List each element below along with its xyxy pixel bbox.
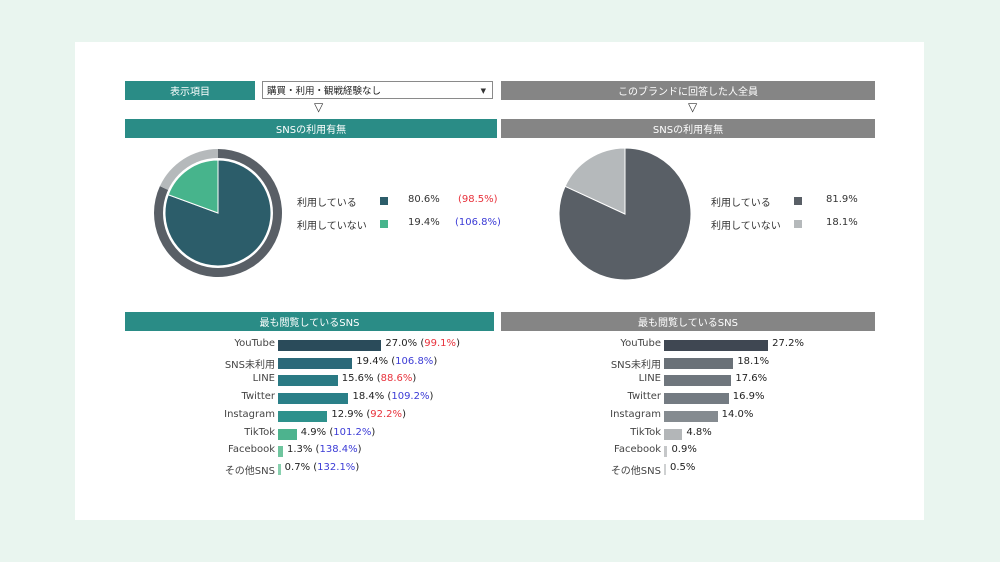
bar — [664, 375, 732, 387]
bar-label: YouTube — [234, 338, 275, 349]
select-value: 購買・利用・観戦経験なし — [267, 86, 382, 97]
legend-value: 18.1% — [826, 217, 858, 228]
bar-label: YouTube — [620, 338, 661, 349]
bar-value-label: 1.3% (138.4%) — [286, 444, 362, 456]
left-pie-chart — [154, 149, 282, 277]
legend-swatch — [380, 220, 388, 228]
bar-value-label: 27.2% — [772, 338, 804, 349]
bar — [664, 410, 718, 422]
bar-label: TikTok — [244, 426, 275, 438]
bar — [278, 340, 382, 351]
bar-value-label: 15.6% (88.6%) — [341, 373, 417, 385]
bar — [664, 393, 729, 405]
legend-value: 80.6% — [408, 194, 440, 205]
bar-value-label: 0.9% — [671, 444, 697, 456]
bar-value-label: 4.8% — [686, 426, 712, 438]
compare-label: このブランドに回答した人全員 — [501, 81, 875, 100]
bar-label: Twitter — [241, 391, 275, 403]
bar-value-label: 18.4% (109.2%) — [352, 391, 434, 403]
bar-label: Twitter — [627, 391, 661, 403]
left-bar-title: 最も閲覧しているSNS — [125, 312, 494, 331]
pie-slice-1 — [167, 159, 219, 214]
bar-value-label: 17.6% — [735, 373, 768, 385]
bar — [664, 428, 683, 440]
bar — [278, 393, 349, 405]
bar — [278, 446, 283, 458]
dashboard-panel: 表示項目 購買・利用・観戦経験なし ▼ このブランドに回答した人全員 ▽ ▽ S… — [75, 42, 924, 520]
bar-value-label: 4.9% (101.2%) — [300, 426, 376, 438]
bar-label: Facebook — [614, 444, 661, 456]
bar-label: その他SNS — [224, 465, 275, 477]
bar-value-label: 18.1% — [737, 355, 770, 367]
bar-label: TikTok — [630, 426, 661, 438]
right-bar-chart: YouTube 27.2% SNS未利用 18.1% LINE 17.6% Twitter 1… — [551, 338, 881, 488]
bar — [278, 428, 297, 440]
legend-index: (98.5%) — [458, 194, 498, 205]
legend-label: 利用していない — [711, 221, 781, 232]
legend-swatch — [380, 197, 388, 205]
legend-swatch — [794, 197, 802, 205]
bar — [664, 463, 666, 475]
bar-value-label: 19.4% (106.8%) — [356, 355, 438, 367]
bar-label: Instagram — [224, 408, 275, 420]
bar — [278, 375, 338, 387]
right-bar-title: 最も閲覧しているSNS — [501, 312, 875, 331]
left-pie-title: SNSの利用有無 — [125, 119, 497, 138]
legend-label: 利用している — [297, 198, 357, 209]
bar-value-label: 12.9% (92.2%) — [331, 408, 406, 420]
bar-label: Instagram — [610, 408, 661, 420]
bar-label: Facebook — [228, 444, 275, 456]
bar-label: SNS未利用 — [224, 359, 275, 371]
left-bar-chart: YouTube 27.0% (99.1%) SNS未利用 19.4% (106.8%)… — [165, 338, 495, 488]
bar-value-label: 27.0% (99.1%) — [385, 338, 460, 349]
legend-value: 19.4% — [408, 217, 440, 228]
bar-label: その他SNS — [610, 465, 661, 477]
bar-label: LINE — [638, 373, 661, 385]
bar-label: SNS未利用 — [610, 359, 661, 371]
legend-label: 利用していない — [297, 221, 367, 232]
pie-slice-1 — [564, 147, 626, 215]
right-pie-title: SNSの利用有無 — [501, 119, 875, 138]
bar-value-label: 0.7% (132.1%) — [284, 461, 360, 473]
bar-label: LINE — [252, 373, 275, 385]
legend-swatch — [794, 220, 802, 228]
bar-value-label: 14.0% — [721, 408, 754, 420]
bar — [664, 446, 668, 458]
right-pie-chart — [558, 147, 692, 281]
triangle-down-icon: ▽ — [688, 100, 698, 114]
bar — [278, 463, 281, 475]
bar — [664, 340, 769, 351]
display-item-select[interactable]: 購買・利用・観戦経験なし ▼ — [262, 81, 493, 99]
bar — [278, 410, 328, 422]
chevron-down-icon: ▼ — [480, 87, 486, 95]
bar — [664, 357, 734, 369]
bar-value-label: 0.5% — [670, 461, 696, 473]
bar-value-label: 16.9% — [732, 391, 765, 403]
triangle-down-icon: ▽ — [314, 100, 324, 114]
legend-value: 81.9% — [826, 194, 858, 205]
legend-index: (106.8%) — [455, 217, 501, 228]
display-item-label: 表示項目 — [125, 81, 255, 100]
bar — [278, 357, 353, 369]
legend-label: 利用している — [711, 198, 771, 209]
